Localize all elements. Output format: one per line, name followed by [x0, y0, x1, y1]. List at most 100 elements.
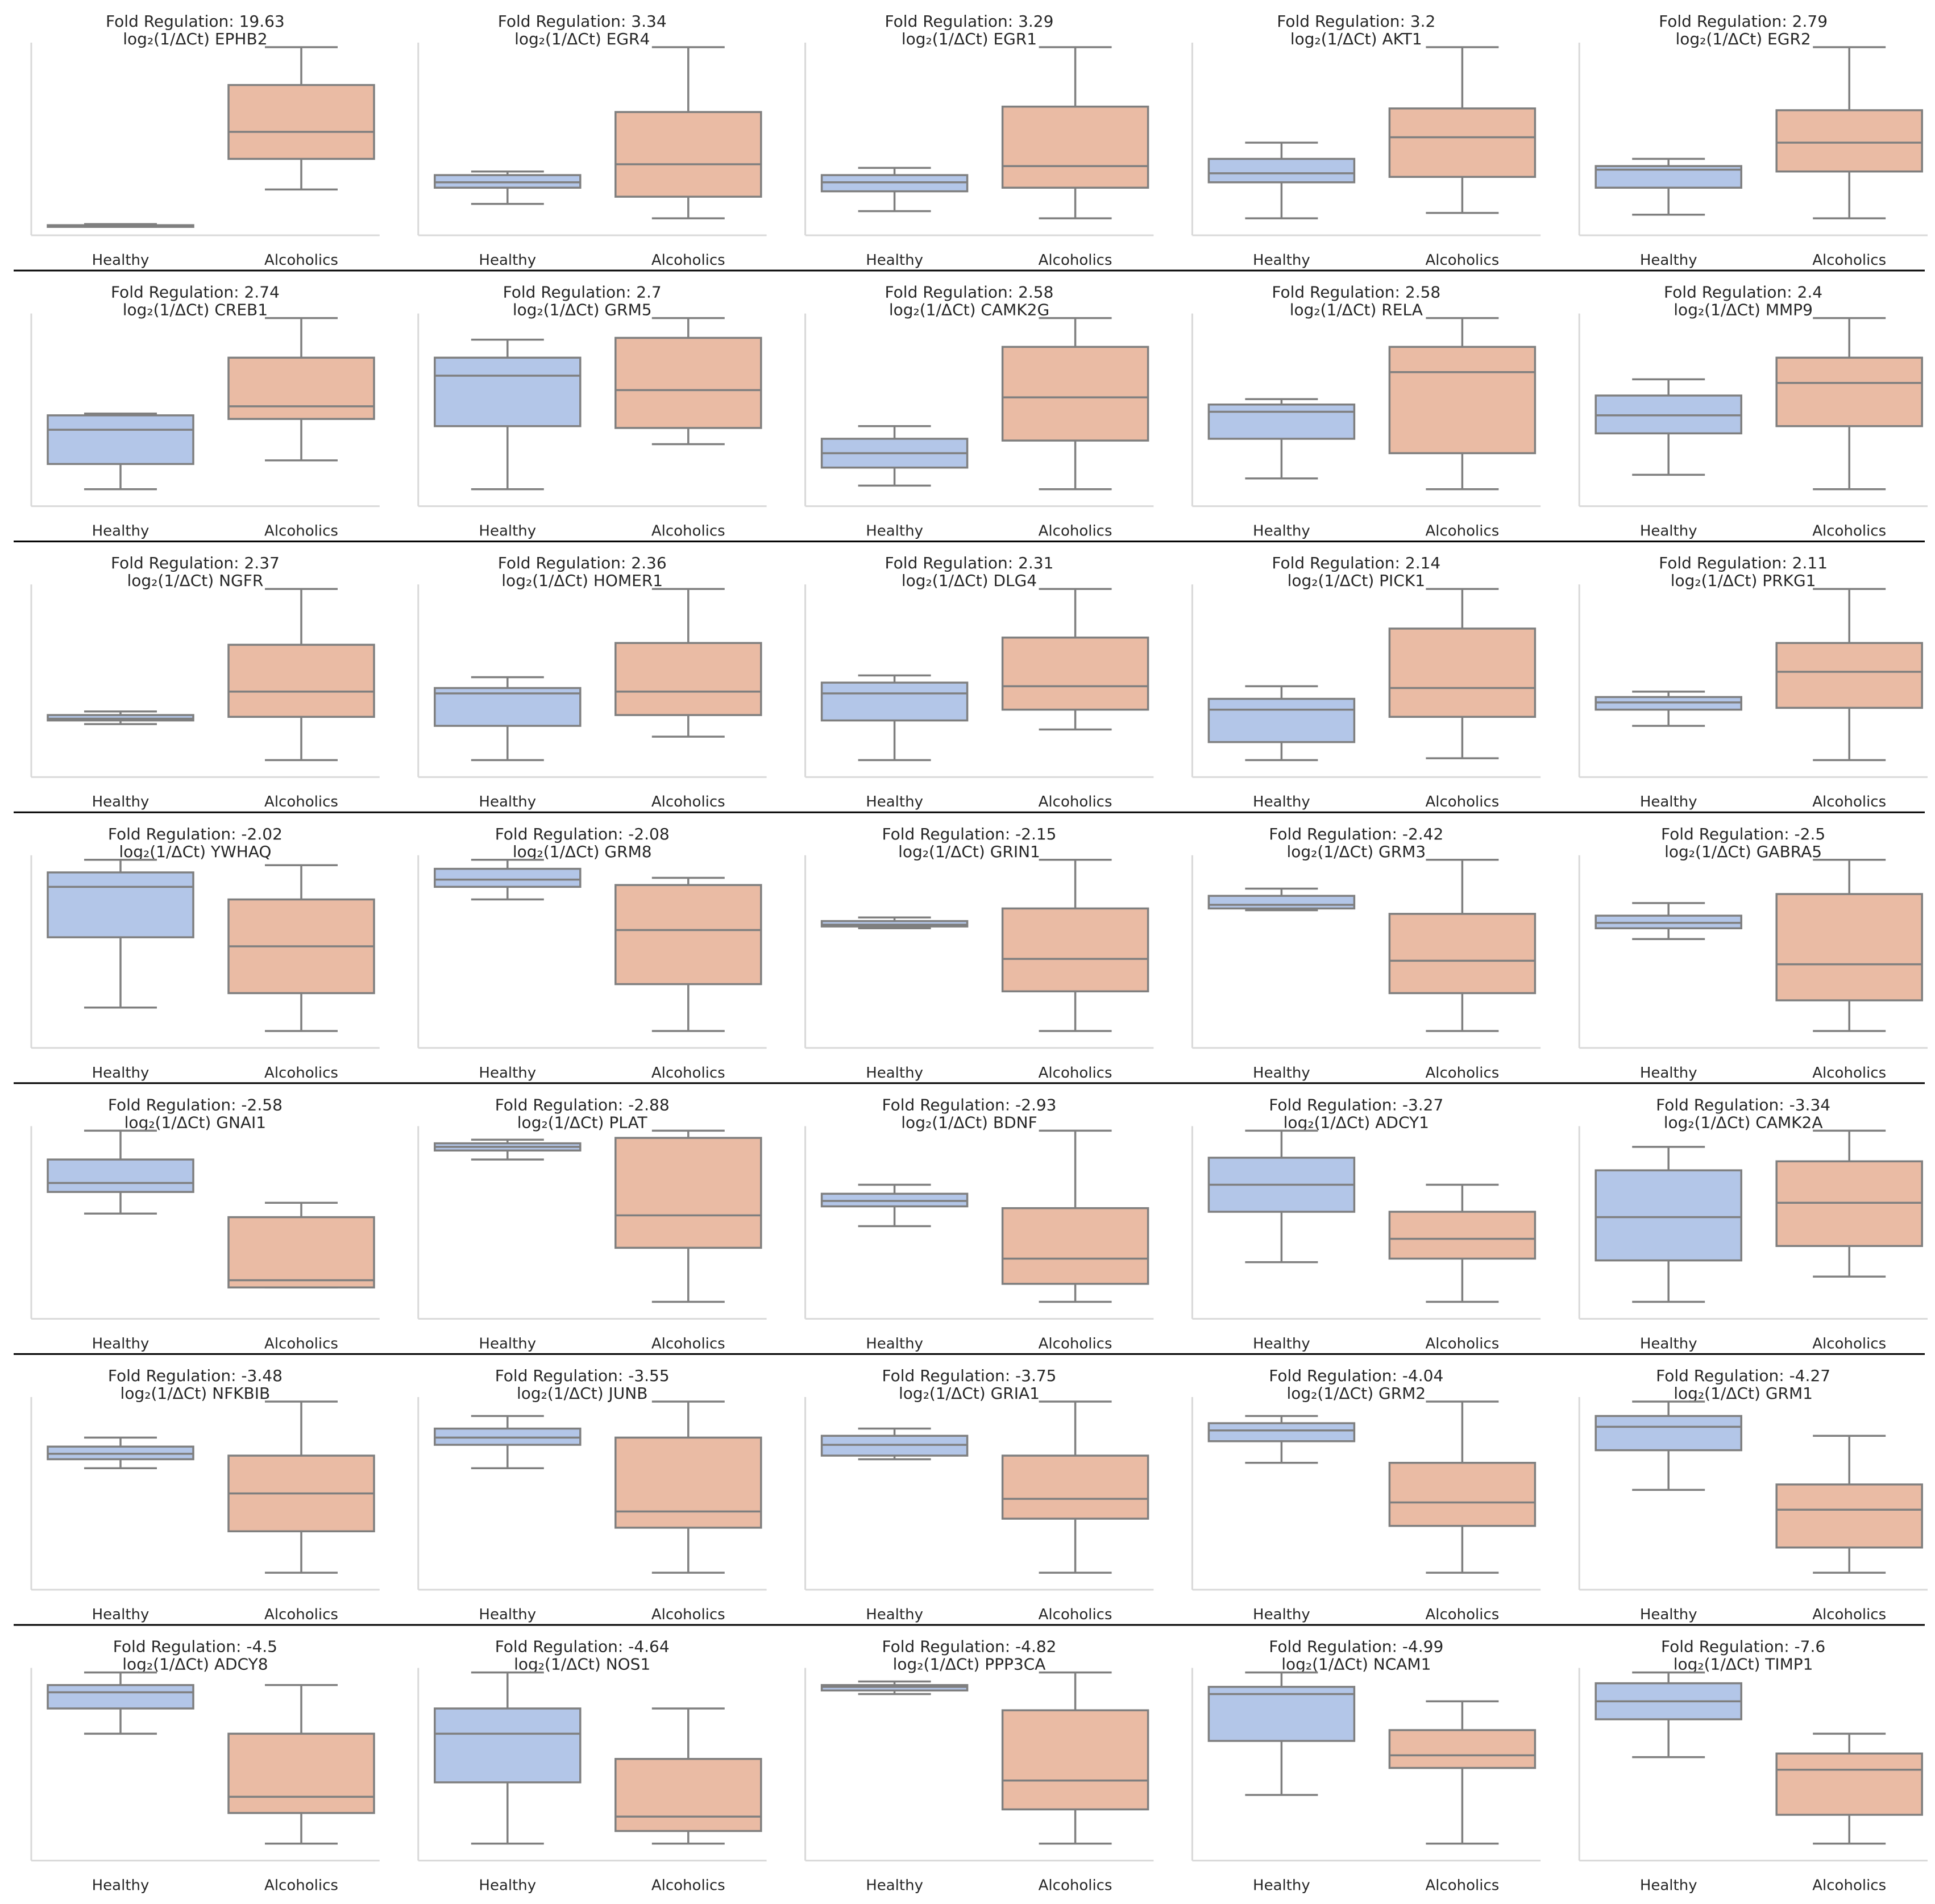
alcoholics-box [614, 111, 762, 198]
panel-ylabel: log₂(1/ΔCt) EGR2 [1675, 30, 1811, 48]
x-tick-label: Alcoholics [264, 1335, 338, 1352]
x-tick-label: Healthy [479, 523, 536, 540]
x-tick-label: Alcoholics [1039, 1065, 1112, 1082]
panel-ylabel: log₂(1/ΔCt) NFKBIB [121, 1384, 271, 1403]
panel-ylabel: log₂(1/ΔCt) DLG4 [902, 571, 1037, 590]
alcoholics-box [1775, 356, 1923, 427]
alcoholics-box [1775, 642, 1923, 709]
x-tick-label: Alcoholics [1425, 252, 1499, 269]
panel-ylabel: log₂(1/ΔCt) BDNF [901, 1113, 1037, 1132]
x-tick-label: Healthy [92, 1877, 150, 1894]
x-tick-label: Alcoholics [1425, 523, 1499, 540]
alcoholics-box [1388, 1462, 1537, 1527]
panel-title: Fold Regulation: 2.11 [1659, 554, 1828, 572]
x-tick-label: Alcoholics [1039, 523, 1112, 540]
panel-title: Fold Regulation: -3.55 [495, 1366, 670, 1385]
panel-ylabel: log₂(1/ΔCt) RELA [1290, 301, 1423, 319]
x-tick-label: Healthy [92, 1065, 150, 1082]
panel-title: Fold Regulation: 2.74 [111, 283, 280, 302]
x-tick-label: Alcoholics [1812, 793, 1886, 810]
panel-title: Fold Regulation: -4.5 [113, 1637, 277, 1656]
x-tick-label: Alcoholics [264, 252, 338, 269]
panel-ylabel: log₂(1/ΔCt) ADCY8 [122, 1655, 268, 1674]
x-tick-label: Alcoholics [264, 1606, 338, 1623]
alcoholics-box [1001, 105, 1149, 189]
panel-ylabel: log₂(1/ΔCt) GRIN1 [898, 842, 1040, 861]
x-tick-label: Alcoholics [1812, 523, 1886, 540]
alcoholics-box [227, 356, 375, 420]
alcoholics-box [1775, 1752, 1923, 1816]
healthy-box [1207, 1686, 1356, 1742]
panel-ylabel: log₂(1/ΔCt) GRM8 [513, 842, 652, 861]
x-tick-label: Alcoholics [1039, 1335, 1112, 1352]
alcoholics-box [1388, 627, 1537, 718]
healthy-box [434, 867, 582, 888]
alcoholics-box [1775, 109, 1923, 173]
alcoholics-box [1388, 107, 1537, 178]
x-tick-label: Alcoholics [651, 1065, 725, 1082]
healthy-box [434, 1707, 582, 1784]
alcoholics-box [1775, 1483, 1923, 1549]
alcoholics-box [1001, 1207, 1149, 1285]
panel-ylabel: log₂(1/ΔCt) EGR4 [514, 30, 650, 48]
panel-ylabel: log₂(1/ΔCt) GNAI1 [124, 1113, 266, 1132]
x-tick-label: Healthy [1253, 252, 1310, 269]
x-tick-label: Healthy [866, 1606, 923, 1623]
alcoholics-box [614, 642, 762, 716]
x-tick-label: Alcoholics [651, 1606, 725, 1623]
x-tick-label: Healthy [866, 1065, 923, 1082]
x-tick-label: Healthy [92, 793, 150, 810]
panel-ylabel: log₂(1/ΔCt) GABRA5 [1664, 842, 1822, 861]
healthy-box [47, 414, 194, 465]
panel-title: Fold Regulation: -2.58 [108, 1095, 283, 1114]
x-tick-label: Healthy [479, 1335, 536, 1352]
x-tick-label: Alcoholics [651, 793, 725, 810]
alcoholics-box [614, 1758, 762, 1832]
panel-ylabel: log₂(1/ΔCt) GRM3 [1286, 842, 1426, 861]
alcoholics-box [1388, 1729, 1537, 1769]
panel-ylabel: log₂(1/ΔCt) NCAM1 [1281, 1655, 1431, 1674]
x-tick-label: Healthy [866, 1335, 923, 1352]
alcoholics-box [1001, 907, 1149, 992]
panel-ylabel: log₂(1/ΔCt) GRM2 [1286, 1384, 1426, 1403]
alcoholics-box [1001, 1709, 1149, 1811]
x-tick-label: Alcoholics [1425, 793, 1499, 810]
panel-title: Fold Regulation: -2.02 [108, 825, 283, 843]
x-tick-label: Healthy [1640, 1877, 1697, 1894]
x-tick-label: Alcoholics [1812, 1606, 1886, 1623]
panel-ylabel: log₂(1/ΔCt) MMP9 [1674, 301, 1813, 319]
x-tick-label: Alcoholics [264, 1065, 338, 1082]
panel-ylabel: log₂(1/ΔCt) GRM5 [513, 301, 652, 319]
panel-title: Fold Regulation: -4.04 [1269, 1366, 1443, 1385]
panel-title: Fold Regulation: -4.64 [495, 1637, 670, 1656]
panel-ylabel: log₂(1/ΔCt) PLAT [517, 1113, 648, 1132]
panel-title: Fold Regulation: 2.31 [885, 554, 1054, 572]
x-tick-label: Alcoholics [1425, 1606, 1499, 1623]
x-tick-label: Healthy [479, 1606, 536, 1623]
healthy-box [1207, 895, 1356, 910]
x-tick-label: Healthy [1640, 1065, 1697, 1082]
x-tick-label: Healthy [92, 1606, 150, 1623]
panel-ylabel: log₂(1/ΔCt) GRIA1 [899, 1384, 1040, 1403]
x-tick-label: Healthy [1253, 523, 1310, 540]
panel-title: Fold Regulation: 2.79 [1659, 12, 1828, 31]
panel-ylabel: log₂(1/ΔCt) CREB1 [123, 301, 268, 319]
healthy-box [47, 1158, 194, 1193]
x-tick-label: Alcoholics [651, 1335, 725, 1352]
healthy-box [820, 681, 969, 722]
healthy-box [1207, 157, 1356, 184]
panel-title: Fold Regulation: 3.34 [498, 12, 667, 31]
x-tick-label: Healthy [1640, 1606, 1697, 1623]
panel-title: Fold Regulation: -3.48 [108, 1366, 283, 1385]
panel-ylabel: log₂(1/ΔCt) TIMP1 [1674, 1655, 1813, 1674]
panel-title: Fold Regulation: 2.7 [503, 283, 662, 302]
x-tick-label: Healthy [1253, 1065, 1310, 1082]
alcoholics-box [227, 1216, 375, 1288]
healthy-box [47, 871, 194, 938]
panel-title: Fold Regulation: 19.63 [106, 12, 285, 31]
healthy-box [47, 1684, 194, 1710]
panel-title: Fold Regulation: -2.93 [882, 1095, 1057, 1114]
panel-ylabel: log₂(1/ΔCt) HOMER1 [501, 571, 663, 590]
panel-title: Fold Regulation: -4.27 [1656, 1366, 1830, 1385]
panel-ylabel: log₂(1/ΔCt) YWHAQ [119, 842, 271, 861]
